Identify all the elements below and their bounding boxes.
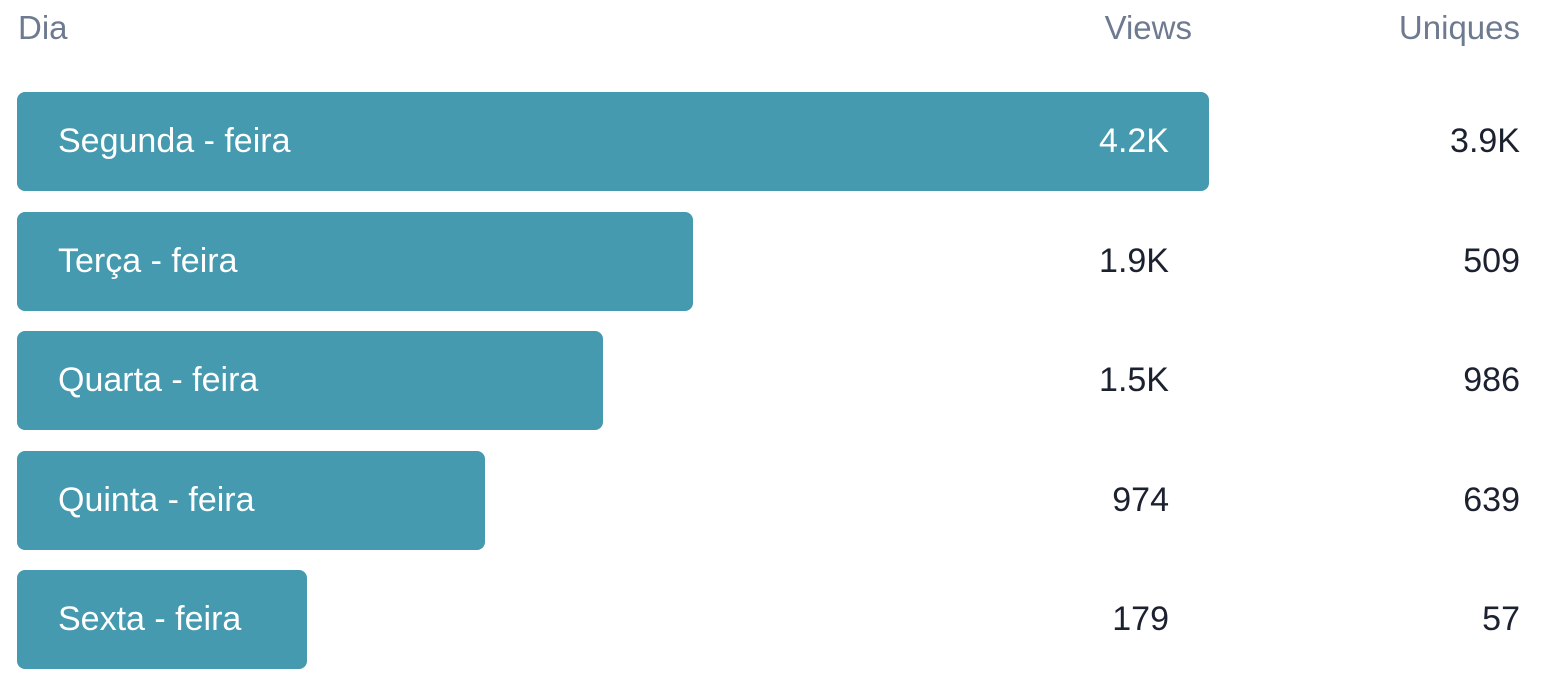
bar bbox=[17, 570, 307, 669]
bar-row: Quinta - feira 974 639 bbox=[0, 451, 1558, 550]
bar bbox=[17, 92, 1209, 191]
header-views: Views bbox=[1104, 9, 1192, 46]
uniques-value: 509 bbox=[1463, 242, 1520, 280]
header-day: Dia bbox=[18, 9, 68, 46]
day-label: Quarta - feira bbox=[58, 361, 259, 399]
day-label: Terça - feira bbox=[58, 242, 238, 280]
views-value: 1.9K bbox=[1099, 242, 1169, 280]
uniques-value: 986 bbox=[1463, 361, 1520, 399]
day-label: Quinta - feira bbox=[58, 481, 255, 519]
views-value: 1.5K bbox=[1099, 361, 1169, 399]
bar-row: Segunda - feira 4.2K 3.9K bbox=[0, 92, 1558, 191]
uniques-value: 3.9K bbox=[1450, 122, 1520, 160]
bar-row: Sexta - feira 179 57 bbox=[0, 570, 1558, 669]
bar-row: Terça - feira 1.9K 509 bbox=[0, 212, 1558, 311]
header-uniques: Uniques bbox=[1398, 9, 1520, 46]
bar bbox=[17, 212, 693, 311]
views-value: 4.2K bbox=[1099, 122, 1169, 160]
uniques-value: 57 bbox=[1482, 600, 1520, 638]
bar bbox=[17, 331, 603, 430]
day-label: Segunda - feira bbox=[58, 122, 291, 160]
bar bbox=[17, 451, 485, 550]
views-value: 179 bbox=[1112, 600, 1169, 638]
views-value: 974 bbox=[1112, 481, 1169, 519]
uniques-value: 639 bbox=[1463, 481, 1520, 519]
day-label: Sexta - feira bbox=[58, 600, 242, 638]
bar-row: Quarta - feira 1.5K 986 bbox=[0, 331, 1558, 430]
